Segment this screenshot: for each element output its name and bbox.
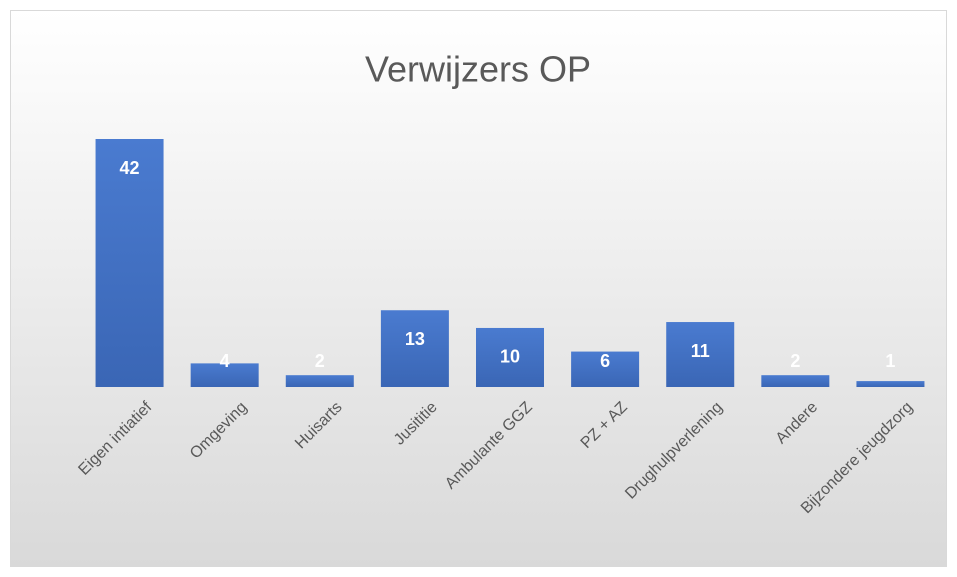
bar [476,327,544,387]
data-label: 6 [600,351,610,371]
data-label: 42 [120,158,140,178]
data-label: 2 [790,351,800,371]
bar [761,375,830,387]
bar [571,351,640,387]
bar [285,375,354,387]
data-label: 2 [315,351,325,371]
bar [666,322,735,387]
data-label: 1 [885,351,895,371]
bar [856,381,925,387]
chart-area [10,10,947,567]
data-label: 11 [691,341,710,361]
data-label: 13 [405,329,425,349]
bar [190,363,259,387]
chart-title: Verwijzers OP [365,49,591,90]
data-label: 10 [500,347,520,367]
data-label: 4 [220,351,230,371]
bar [95,139,164,387]
bar [380,310,449,387]
